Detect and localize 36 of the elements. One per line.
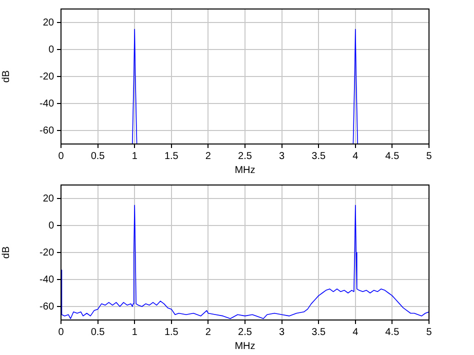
x-tick-label: 3.5	[312, 326, 326, 338]
x-tick-label: 2.5	[238, 326, 252, 338]
x-axis-title: MHz	[234, 340, 256, 352]
x-tick-label: 4.5	[385, 150, 400, 162]
y-tick-label: 0	[48, 220, 54, 232]
x-tick-label: 0.5	[90, 326, 106, 338]
y-tick-label: -40	[40, 98, 54, 110]
x-tick-label: 1.5	[164, 326, 179, 338]
x-tick-label: 4	[352, 326, 359, 338]
x-tick-label: 4	[352, 150, 359, 162]
y-axis-title: dB	[0, 246, 12, 259]
x-axis-title: MHz	[234, 164, 256, 176]
x-tick-label: 2	[205, 326, 212, 338]
y-tick-label: 0	[48, 44, 54, 56]
y-axis-title: dB	[0, 70, 12, 83]
x-tick-label: 1.5	[164, 150, 179, 162]
x-tick-label: 0	[58, 326, 64, 338]
y-tick-label: -20	[40, 247, 54, 258]
x-tick-label: 3	[279, 150, 286, 162]
x-tick-label: 3.5	[312, 150, 326, 162]
y-tick-label: -20	[40, 71, 54, 82]
y-tick-label: -60	[40, 125, 54, 136]
x-tick-label: 3	[279, 326, 286, 338]
x-tick-label: 0.5	[90, 150, 106, 162]
x-tick-label: 1	[132, 326, 138, 338]
x-tick-label: 4.5	[385, 326, 400, 338]
x-tick-label: 0	[58, 150, 64, 162]
y-tick-label: 20	[42, 193, 54, 204]
y-tick-label: -60	[40, 301, 54, 312]
x-tick-label: 2	[205, 150, 212, 162]
y-tick-label: -40	[40, 274, 54, 286]
x-tick-label: 1	[132, 150, 138, 162]
x-tick-label: 5	[426, 326, 432, 338]
x-tick-label: 5	[426, 150, 432, 162]
x-tick-label: 2.5	[238, 150, 252, 162]
y-tick-label: 20	[42, 17, 54, 28]
